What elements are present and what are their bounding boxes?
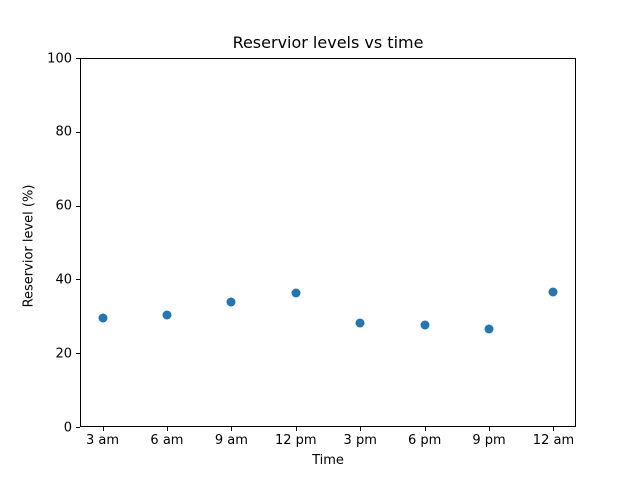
data-point [484, 324, 494, 334]
data-point [355, 318, 365, 328]
data-point [420, 320, 430, 330]
data-point [162, 310, 172, 320]
y-tick-mark [76, 205, 80, 207]
x-tick-mark [102, 427, 104, 431]
y-axis-label-text: Reservior level (%) [21, 184, 37, 308]
data-point [548, 287, 558, 297]
x-tick-label: 3 pm [343, 433, 377, 448]
x-tick-label: 9 pm [472, 433, 506, 448]
x-tick-label: 6 am [150, 433, 184, 448]
x-axis-label: Time [312, 453, 344, 468]
x-tick-mark [295, 427, 297, 431]
y-tick-mark [76, 279, 80, 281]
plot-area [80, 58, 576, 427]
x-tick-label: 9 am [214, 433, 248, 448]
x-tick-mark [360, 427, 362, 431]
y-tick-mark [76, 353, 80, 355]
x-tick-mark [166, 427, 168, 431]
data-point [291, 288, 301, 298]
y-tick-mark [76, 131, 80, 133]
chart-title: Reservior levels vs time [232, 33, 424, 52]
x-tick-label: 12 pm [274, 433, 317, 448]
x-tick-mark [424, 427, 426, 431]
y-tick-mark [76, 427, 80, 428]
x-tick-mark [553, 427, 555, 431]
x-tick-mark [489, 427, 491, 431]
data-point [98, 313, 108, 323]
y-tick-label: 60 [55, 198, 72, 214]
x-tick-label: 12 am [532, 433, 575, 448]
y-tick-mark [76, 58, 80, 59]
x-tick-label: 6 pm [407, 433, 442, 448]
y-tick-label: 0 [63, 420, 72, 435]
x-tick-label: 3 am [86, 433, 120, 448]
y-tick-label: 20 [55, 346, 72, 362]
y-tick-label: 40 [55, 272, 72, 288]
x-tick-mark [231, 427, 233, 431]
y-tick-label: 100 [47, 51, 72, 66]
y-tick-label: 80 [55, 124, 72, 140]
data-point [226, 297, 236, 307]
